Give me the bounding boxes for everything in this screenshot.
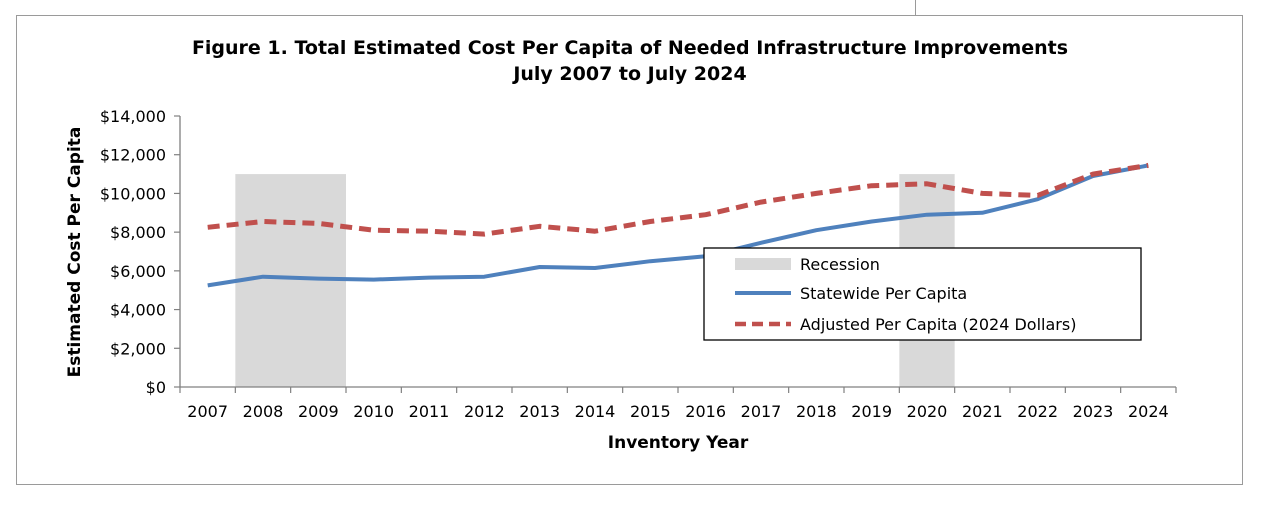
x-tick-label: 2008 bbox=[243, 402, 284, 421]
y-tick-label: $0 bbox=[146, 378, 166, 397]
x-tick-label: 2017 bbox=[741, 402, 782, 421]
series-lines bbox=[207, 162, 1149, 288]
x-tick-label: 2010 bbox=[353, 402, 394, 421]
chart-title-line-2: July 2007 to July 2024 bbox=[511, 63, 746, 85]
x-axis-title: Inventory Year bbox=[608, 433, 749, 453]
x-tick-label: 2016 bbox=[685, 402, 726, 421]
y-tick-label: $8,000 bbox=[110, 223, 166, 242]
x-tick-label: 2007 bbox=[187, 402, 228, 421]
legend-adjusted-label: Adjusted Per Capita (2024 Dollars) bbox=[800, 315, 1076, 334]
legend-recession-swatch bbox=[735, 258, 791, 270]
x-tick-label: 2020 bbox=[907, 402, 948, 421]
y-tick-label: $4,000 bbox=[110, 301, 166, 320]
x-tick-label: 2013 bbox=[519, 402, 560, 421]
y-tick-label: $12,000 bbox=[100, 146, 166, 165]
y-tick-label: $14,000 bbox=[100, 107, 166, 126]
x-tick-label: 2009 bbox=[298, 402, 339, 421]
x-tick-label: 2021 bbox=[962, 402, 1003, 421]
chart-title-line-1: Figure 1. Total Estimated Cost Per Capit… bbox=[192, 37, 1068, 59]
x-tick-label: 2015 bbox=[630, 402, 671, 421]
y-tick-label: $6,000 bbox=[110, 262, 166, 281]
y-tick-label: $10,000 bbox=[100, 184, 166, 203]
x-tick-label: 2011 bbox=[409, 402, 450, 421]
top-divider-line bbox=[915, 0, 916, 15]
adjusted-per-capita-line bbox=[207, 162, 1149, 237]
x-tick-label: 2022 bbox=[1017, 402, 1058, 421]
y-tick-label: $2,000 bbox=[110, 339, 166, 358]
y-axis-title: Estimated Cost Per Capita bbox=[65, 127, 85, 378]
x-tick-label: 2024 bbox=[1128, 402, 1169, 421]
statewide-per-capita-line bbox=[207, 163, 1149, 288]
legend-statewide-label: Statewide Per Capita bbox=[800, 284, 967, 303]
x-tick-label: 2023 bbox=[1073, 402, 1114, 421]
x-tick-label: 2018 bbox=[796, 402, 837, 421]
legend: Recession Statewide Per Capita Adjusted … bbox=[703, 247, 1142, 341]
legend-recession-label: Recession bbox=[800, 255, 880, 274]
x-tick-label: 2014 bbox=[575, 402, 616, 421]
x-tick-label: 2012 bbox=[464, 402, 505, 421]
x-tick-label: 2019 bbox=[851, 402, 892, 421]
axes: $0 $2,000 $4,000 $6,000 $8,000 $10,000 $12,000… bbox=[100, 107, 1177, 421]
